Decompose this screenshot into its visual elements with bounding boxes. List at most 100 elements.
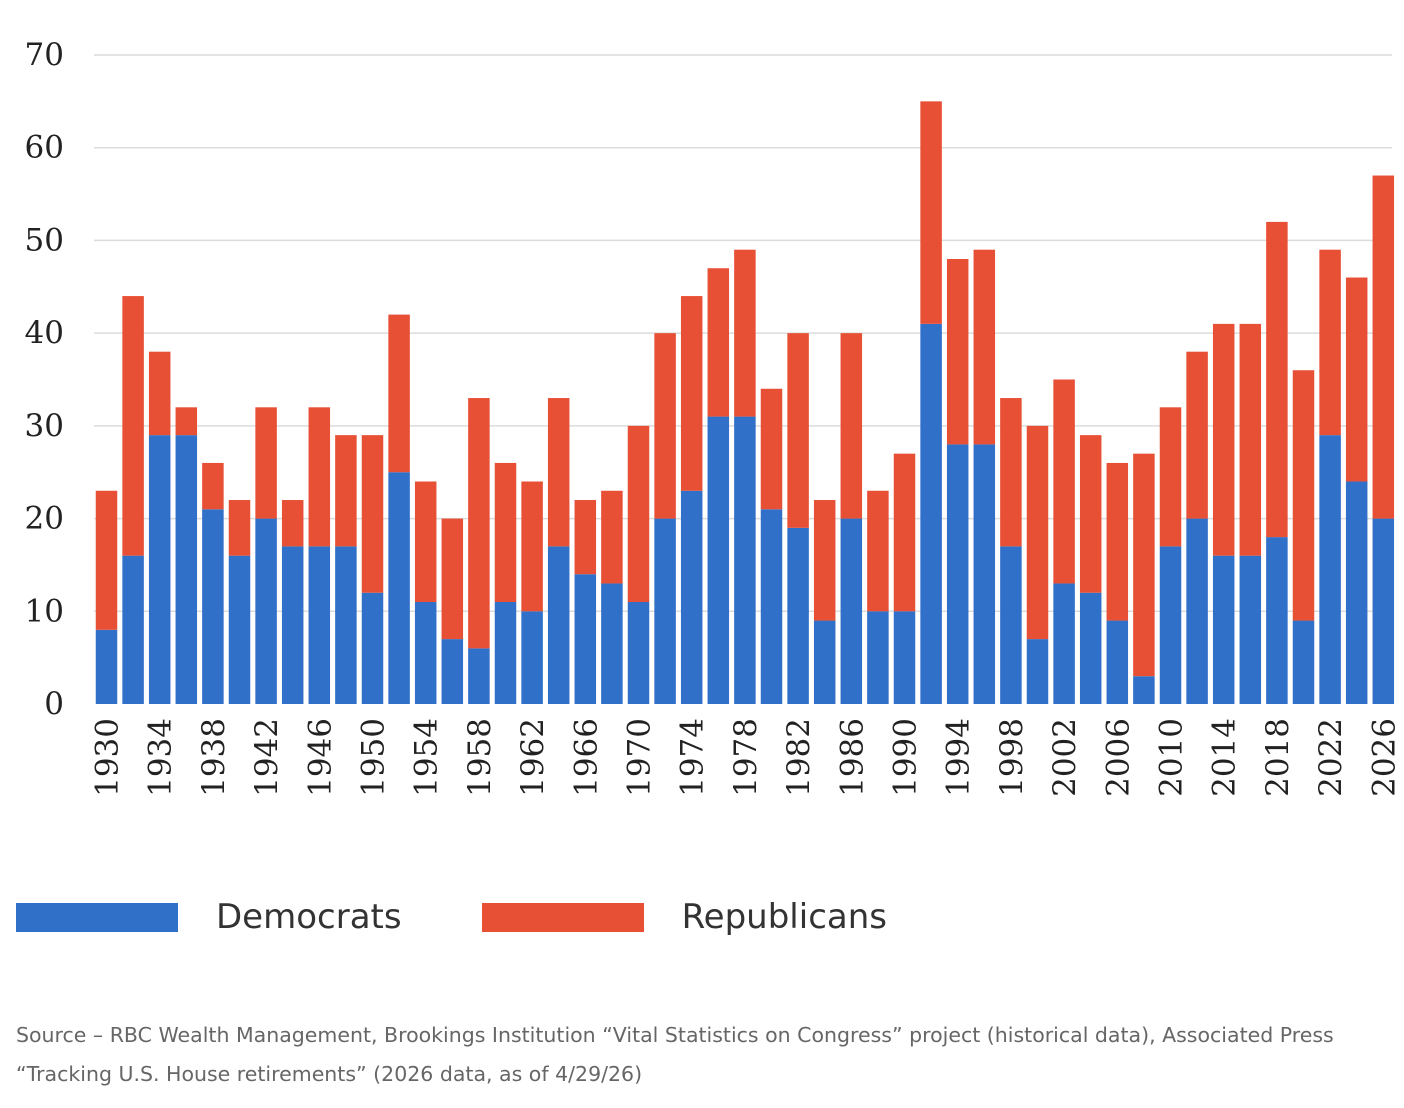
x-tick-label: 1950 [356, 718, 392, 797]
bar-republicans-1976 [707, 268, 730, 417]
bar-republicans-1936 [175, 407, 198, 436]
x-tick-label: 2026 [1366, 718, 1402, 797]
x-tick-label: 1954 [409, 718, 445, 797]
y-tick-label: 20 [25, 501, 64, 537]
bar-democrats-1976 [707, 416, 730, 704]
bar-republicans-2024 [1345, 277, 1368, 482]
bar-republicans-1982 [787, 333, 809, 528]
x-tick-label: 1986 [834, 718, 870, 797]
bar-republicans-2000 [1026, 425, 1049, 640]
bar-democrats-1978 [734, 416, 756, 704]
bar-democrats-1936 [175, 435, 198, 704]
legend-label-republicans: Republicans [681, 897, 887, 937]
bar-republicans-1944 [281, 500, 304, 547]
x-tick-label: 2022 [1313, 718, 1349, 797]
x-tick-label: 1994 [941, 718, 977, 797]
y-tick-label: 70 [25, 37, 64, 73]
stacked-bar-chart: 0 10 20 30 40 50 60 70 1930 1934 1938 1942 1946 1950… [25, 37, 1403, 797]
bar-republicans-1966 [574, 500, 597, 575]
bar-democrats-1992 [920, 323, 942, 704]
bar-republicans-1950 [361, 435, 384, 593]
bar-democrats-1944 [281, 546, 304, 704]
bar-democrats-2000 [1026, 639, 1049, 704]
bar-democrats-1994 [946, 444, 969, 704]
bar-democrats-1952 [388, 472, 410, 704]
x-tick-label: 1938 [196, 718, 232, 797]
bar-republicans-1994 [946, 258, 969, 445]
y-tick-label: 30 [25, 408, 64, 444]
x-tick-label: 1974 [675, 718, 711, 797]
x-tick-label: 1982 [781, 718, 817, 797]
bar-republicans-2008 [1133, 453, 1155, 677]
bar-republicans-1954 [414, 481, 437, 603]
bar-democrats-1958 [468, 648, 490, 704]
x-tick-label: 2014 [1207, 718, 1243, 797]
legend-swatch-republicans [481, 902, 644, 932]
bar-republicans-1932 [122, 296, 144, 556]
bar-democrats-1938 [202, 509, 224, 704]
bar-republicans-1958 [468, 398, 490, 649]
bar-republicans-1972 [654, 333, 676, 519]
bar-democrats-1950 [361, 592, 384, 704]
bar-democrats-1930 [95, 629, 118, 704]
bar-democrats-1964 [547, 546, 570, 704]
bar-democrats-2004 [1079, 592, 1102, 704]
bar-republicans-2018 [1266, 221, 1288, 538]
bar-democrats-1932 [122, 555, 144, 704]
x-tick-label: 1934 [143, 718, 179, 797]
y-tick-label: 40 [25, 315, 64, 351]
bar-republicans-1990 [893, 453, 916, 612]
bar-republicans-1984 [813, 500, 836, 621]
x-axis-tick-labels: 1930 1934 1938 1942 1946 1950 1954 1958 1962 1966… [90, 718, 1403, 797]
legend-item-republicans: Republicans [481, 897, 887, 937]
bar-republicans-2006 [1106, 462, 1129, 621]
bar-democrats-2012 [1186, 518, 1208, 704]
bar-republicans-2016 [1239, 323, 1262, 556]
bar-democrats-1980 [760, 509, 783, 704]
bar-republicans-1960 [494, 462, 517, 603]
bar-democrats-1962 [521, 611, 543, 704]
bar-democrats-2022 [1319, 435, 1341, 704]
bar-democrats-1972 [654, 518, 676, 704]
bar-republicans-1938 [202, 462, 224, 510]
x-tick-label: 2018 [1260, 718, 1296, 797]
bar-republicans-1974 [680, 296, 703, 491]
legend-label-democrats: Democrats [216, 897, 402, 937]
x-tick-label: 2002 [1047, 718, 1083, 797]
bar-democrats-1948 [335, 546, 357, 704]
source-note: Source – RBC Wealth Management, Brooking… [16, 1023, 1334, 1086]
bar-republicans-1930 [95, 490, 118, 630]
y-tick-label: 60 [25, 130, 64, 166]
bar-democrats-2008 [1133, 676, 1155, 704]
legend-item-democrats: Democrats [16, 897, 402, 937]
y-tick-label: 10 [25, 593, 64, 629]
bar-republicans-2002 [1053, 379, 1075, 584]
bar-democrats-1996 [973, 444, 996, 704]
bar-democrats-1954 [414, 602, 437, 704]
bar-republicans-1988 [867, 490, 889, 612]
bar-republicans-1934 [148, 351, 171, 436]
x-tick-label: 1942 [249, 718, 285, 797]
bar-republicans-1964 [547, 398, 570, 547]
legend: Democrats Republicans [16, 895, 887, 939]
bar-democrats-1934 [148, 435, 171, 704]
x-tick-label: 1966 [568, 718, 604, 797]
bar-democrats-1984 [813, 620, 836, 704]
bar-democrats-1986 [840, 518, 863, 704]
bar-democrats-1998 [1000, 546, 1022, 704]
bar-democrats-1946 [308, 546, 331, 704]
bars [95, 101, 1395, 704]
bar-democrats-1974 [680, 490, 703, 704]
bar-republicans-1968 [601, 490, 623, 584]
x-tick-label: 1946 [302, 718, 338, 797]
bar-democrats-2026 [1372, 518, 1395, 704]
bar-republicans-2022 [1319, 249, 1341, 436]
bar-democrats-2002 [1053, 583, 1075, 704]
bar-republicans-2014 [1212, 323, 1235, 556]
y-tick-label: 0 [44, 686, 64, 722]
bar-democrats-1990 [893, 611, 916, 704]
bar-democrats-2018 [1266, 537, 1288, 704]
bar-republicans-1980 [760, 388, 783, 510]
bar-republicans-1962 [521, 481, 543, 612]
bar-democrats-1956 [441, 639, 464, 704]
